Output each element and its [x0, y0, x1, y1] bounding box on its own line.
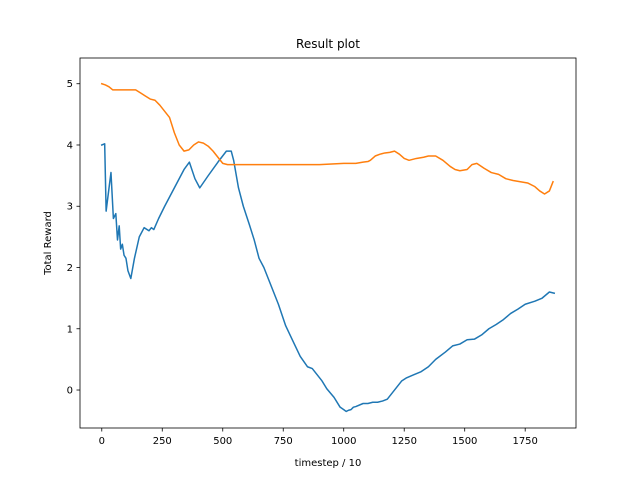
y-axis: 0 1 2 3 4 5 — [67, 79, 80, 397]
y-tick-label: 3 — [67, 202, 73, 213]
x-tick-label: 1750 — [512, 436, 537, 447]
x-tick-label: 1000 — [331, 436, 356, 447]
axes-frame — [79, 57, 577, 429]
y-tick-label: 0 — [67, 386, 73, 397]
x-axis-label: timestep / 10 — [295, 458, 362, 469]
x-tick-label: 1500 — [452, 436, 477, 447]
y-tick-label: 2 — [67, 263, 73, 274]
series-line-1 — [100, 143, 556, 413]
x-tick-label: 0 — [99, 436, 105, 447]
y-tick-label: 1 — [67, 324, 73, 335]
series-line-2 — [100, 82, 554, 195]
plot-area — [79, 57, 577, 429]
y-axis-label: Total Reward — [43, 211, 54, 276]
x-tick-label: 1250 — [391, 436, 416, 447]
series-layer — [100, 82, 556, 413]
x-tick-label: 500 — [213, 436, 232, 447]
x-tick-label: 750 — [274, 436, 293, 447]
chart-title: Result plot — [296, 37, 360, 51]
x-axis: 0 250 500 750 1000 1250 1500 1750 — [99, 428, 538, 447]
x-tick-label: 250 — [153, 436, 172, 447]
y-tick-label: 5 — [67, 79, 73, 90]
y-tick-label: 4 — [67, 140, 73, 151]
